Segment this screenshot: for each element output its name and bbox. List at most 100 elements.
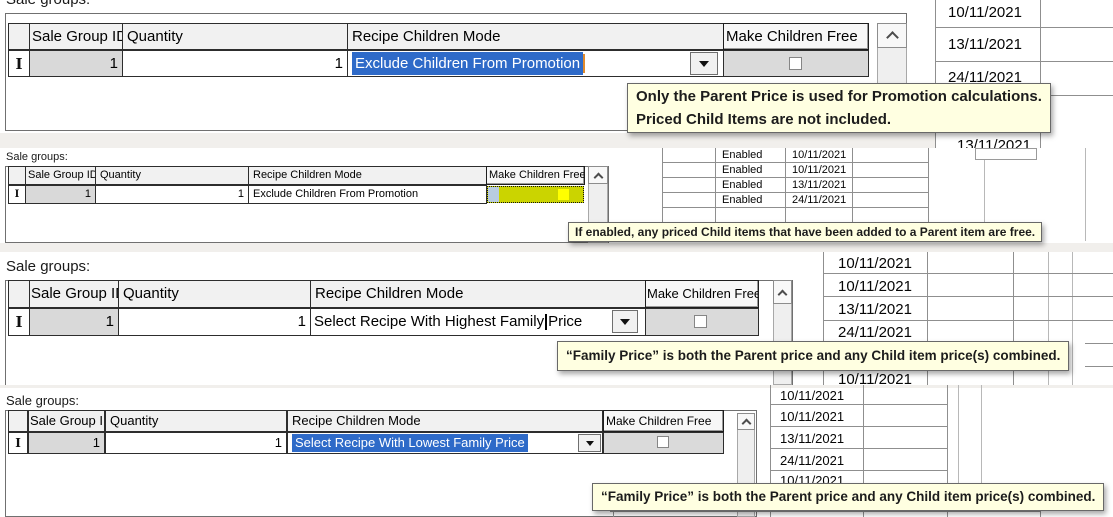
date-cell[interactable]: 10/11/2021	[792, 164, 847, 176]
cell-quantity[interactable]: 1	[118, 308, 311, 336]
date-cell[interactable]: 10/11/2021	[838, 255, 912, 272]
scroll-up-button[interactable]	[737, 413, 755, 430]
row-selector-header	[8, 166, 26, 185]
column-header-quantity[interactable]: Quantity	[105, 410, 287, 432]
column-header-quantity[interactable]: Quantity	[95, 166, 249, 185]
gridline	[935, 61, 1113, 62]
date-cell[interactable]: 10/11/2021	[780, 388, 845, 403]
gridline	[770, 511, 771, 517]
row-selector-header	[8, 280, 30, 308]
gridline	[1085, 343, 1113, 344]
selected-dropdown-text[interactable]: Select Recipe With Lowest Family Price	[292, 434, 528, 452]
cell-sale-group-id[interactable]: 1	[25, 185, 96, 204]
row-edit-icon	[8, 308, 30, 336]
gridline	[770, 448, 947, 449]
date-cell[interactable]: 13/11/2021	[838, 301, 912, 318]
cell-recipe-children-mode[interactable]: Exclude Children From Promotion	[248, 185, 487, 204]
divider-band	[0, 385, 1113, 388]
cell-recipe-children-mode[interactable]: Select Recipe With Lowest Family Price	[287, 432, 603, 454]
gridline	[1040, 511, 1041, 517]
date-cell[interactable]: 24/11/2021	[948, 69, 1022, 86]
date-cell[interactable]: 13/11/2021	[780, 431, 845, 446]
recipe-children-mode-dropdown-button[interactable]	[690, 52, 718, 75]
column-header-make-children-free[interactable]: Make Children Free	[486, 166, 585, 185]
column-header-recipe-children-mode[interactable]: Recipe Children Mode	[347, 23, 724, 50]
text-caret	[583, 54, 586, 73]
cell-sale-group-id[interactable]: 1	[29, 50, 123, 77]
date-cell-clipped[interactable]: 10/11/2021	[838, 371, 912, 385]
status-cell[interactable]: Enabled	[722, 149, 763, 161]
column-header-sale-group-id[interactable]: Sale Group ID	[29, 280, 119, 308]
gridline	[863, 511, 864, 517]
date-cell-clipped[interactable]: 13/11/2021	[957, 137, 1031, 148]
column-header-quantity[interactable]: Quantity	[118, 280, 311, 308]
tooltip-line: Only the Parent Price is used for Promot…	[636, 88, 1042, 105]
recipe-children-mode-dropdown-button[interactable]	[612, 310, 638, 333]
cell-make-children-free-highlighted[interactable]	[487, 186, 584, 203]
cell-sale-group-id[interactable]: 1	[28, 432, 105, 454]
cell-quantity[interactable]: 1	[105, 432, 287, 454]
status-cell[interactable]: Enabled	[722, 194, 763, 206]
date-cell[interactable]: 13/11/2021	[948, 36, 1022, 53]
scroll-up-button[interactable]	[877, 23, 907, 48]
column-header-sale-group-id[interactable]: Sale Group ID	[29, 23, 123, 50]
status-cell[interactable]: Enabled	[722, 164, 763, 176]
column-header-sale-group-id[interactable]: Sale Group ID	[25, 166, 96, 185]
column-header-recipe-children-mode[interactable]: Recipe Children Mode	[287, 410, 603, 432]
date-cell[interactable]: 10/11/2021	[838, 278, 912, 295]
gridline	[984, 148, 985, 241]
tooltip: “Family Price” is both the Parent price …	[592, 483, 1105, 511]
recipe-children-mode-dropdown-button[interactable]	[578, 434, 601, 452]
row-selector-header	[8, 23, 30, 50]
column-header-recipe-children-mode[interactable]: Recipe Children Mode	[310, 280, 646, 308]
tooltip: If enabled, any priced Child items that …	[568, 222, 1043, 242]
gridline	[1048, 252, 1049, 385]
scroll-up-icon	[885, 31, 899, 44]
divider-band	[0, 133, 935, 148]
selected-dropdown-text[interactable]: Exclude Children From Promotion	[352, 52, 586, 75]
cell-recipe-children-mode[interactable]: Select Recipe With Highest Family Price	[310, 308, 646, 336]
gridline	[662, 192, 928, 193]
cell-sale-group-id[interactable]: 1	[29, 308, 119, 336]
column-header-make-children-free[interactable]: Make Children Free	[603, 410, 724, 432]
date-cell[interactable]: 13/11/2021	[792, 179, 847, 191]
make-children-free-checkbox[interactable]	[789, 57, 802, 70]
cell-quantity[interactable]: 1	[95, 185, 249, 204]
make-children-free-checkbox[interactable]	[694, 315, 707, 328]
dropdown-arrow-icon	[585, 441, 594, 450]
dropdown-text-after-caret: Price	[548, 313, 583, 330]
date-cell[interactable]: 24/11/2021	[838, 324, 912, 341]
row-edit-icon	[8, 50, 30, 77]
section-lowest-family-price: Sale groups: Sale Group ID Quantity Reci…	[0, 385, 1113, 517]
gridline	[1013, 252, 1014, 385]
date-cell[interactable]: 10/11/2021	[780, 409, 845, 424]
make-children-free-checkbox[interactable]	[657, 436, 669, 448]
date-cell[interactable]: 24/11/2021	[780, 453, 845, 468]
scroll-up-button[interactable]	[588, 166, 608, 184]
divider-band	[0, 243, 1113, 252]
column-header-sale-group-id[interactable]: Sale Group ID	[28, 410, 105, 432]
column-header-make-children-free[interactable]: Make Children Free	[645, 280, 759, 308]
gridline	[1072, 252, 1073, 385]
gridline	[823, 320, 1113, 321]
gridline	[770, 426, 947, 427]
gridline	[823, 296, 1113, 297]
cell-quantity[interactable]: 1	[122, 50, 348, 77]
date-cell[interactable]: 10/11/2021	[948, 4, 1022, 21]
gridline	[770, 404, 947, 405]
column-header-quantity[interactable]: Quantity	[122, 23, 348, 50]
date-cell[interactable]: 24/11/2021	[792, 194, 847, 206]
cell-recipe-children-mode[interactable]: Exclude Children From Promotion	[347, 50, 724, 77]
gridline	[927, 252, 928, 385]
date-cell[interactable]: 10/11/2021	[792, 149, 847, 161]
scroll-up-button[interactable]	[773, 280, 792, 304]
gridline	[947, 511, 948, 517]
gridline	[662, 207, 928, 208]
make-children-free-checkbox[interactable]	[558, 189, 569, 200]
gridline	[958, 385, 959, 483]
tooltip-line: If enabled, any priced Child items that …	[575, 225, 1036, 239]
row-edit-icon	[8, 432, 28, 454]
column-header-make-children-free[interactable]: Make Children Free	[723, 23, 869, 50]
status-cell[interactable]: Enabled	[722, 179, 763, 191]
column-header-recipe-children-mode[interactable]: Recipe Children Mode	[248, 166, 487, 185]
